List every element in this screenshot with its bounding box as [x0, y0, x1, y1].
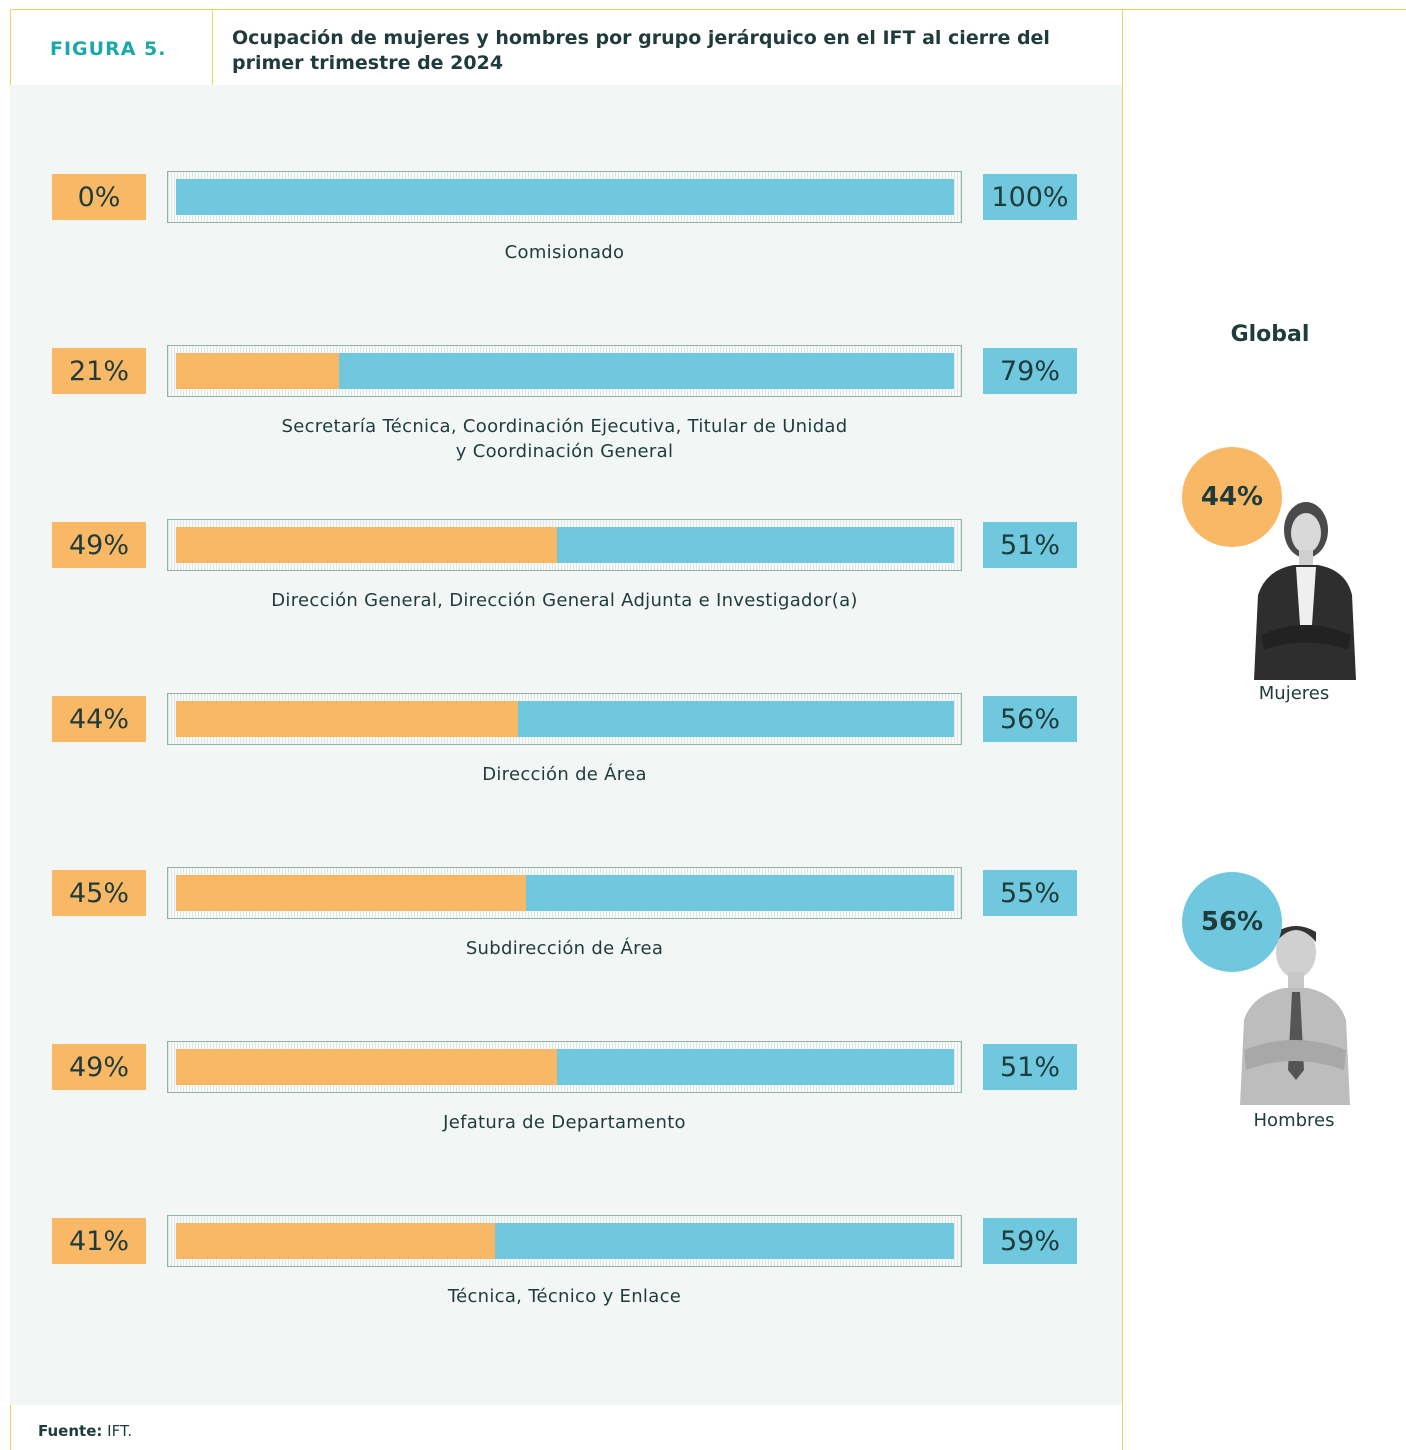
bar-segment	[176, 353, 340, 389]
global-title: Global	[1230, 322, 1310, 347]
category-label: Dirección General, Dirección General Adj…	[271, 590, 858, 611]
value-label-left: 49%	[52, 1044, 146, 1090]
category-label: Técnica, Técnico y Enlace	[447, 1286, 682, 1307]
source-text: IFT.	[107, 1422, 133, 1440]
value-label-right: 51%	[983, 1044, 1077, 1090]
bar-segment	[176, 875, 527, 911]
bar-segment	[557, 1049, 954, 1085]
figure-label: FIGURA 5.	[50, 38, 167, 60]
top-border	[10, 9, 1406, 10]
bar-segment	[494, 1223, 954, 1259]
bar-segment	[176, 179, 954, 215]
value-label-right: 51%	[983, 522, 1077, 568]
bar-segment	[557, 527, 954, 563]
source-label: Fuente:	[38, 1422, 103, 1440]
value-label-right: 59%	[983, 1218, 1077, 1264]
chart-area	[10, 85, 1122, 1405]
bar-segment	[526, 875, 954, 911]
value-label-right: 79%	[983, 348, 1077, 394]
value-label-right: 55%	[983, 870, 1077, 916]
value-label-left: 21%	[52, 348, 146, 394]
global-bubble: 44%	[1182, 447, 1282, 547]
bar-segment	[176, 1049, 558, 1085]
panel-border	[1122, 9, 1123, 1450]
woman-photo	[1254, 502, 1356, 680]
header-divider	[212, 10, 213, 85]
value-label-left: 44%	[52, 696, 146, 742]
man-photo	[1240, 926, 1350, 1105]
category-label: Subdirección de Área	[465, 938, 664, 959]
global-label: Hombres	[1253, 1110, 1335, 1131]
value-label-right: 100%	[983, 174, 1077, 220]
source: Fuente: IFT.	[38, 1422, 132, 1440]
value-label-left: 45%	[52, 870, 146, 916]
bar-segment	[176, 1223, 495, 1259]
category-label: Jefatura de Departamento	[443, 1112, 686, 1133]
category-label: Secretaría Técnica, Coordinación Ejecuti…	[281, 416, 848, 462]
chart-title: Ocupación de mujeres y hombres por grupo…	[232, 27, 1050, 74]
bar-segment	[339, 353, 954, 389]
value-label-left: 0%	[52, 174, 146, 220]
value-label-left: 41%	[52, 1218, 146, 1264]
bar-segment	[176, 527, 558, 563]
bar-segment	[518, 701, 954, 737]
value-label-right: 56%	[983, 696, 1077, 742]
global-label: Mujeres	[1258, 683, 1330, 704]
bar-segment	[176, 701, 519, 737]
category-label: Comisionado	[504, 242, 625, 263]
category-label: Dirección de Área	[482, 764, 647, 785]
value-label-left: 49%	[52, 522, 146, 568]
global-bubble: 56%	[1182, 872, 1282, 972]
